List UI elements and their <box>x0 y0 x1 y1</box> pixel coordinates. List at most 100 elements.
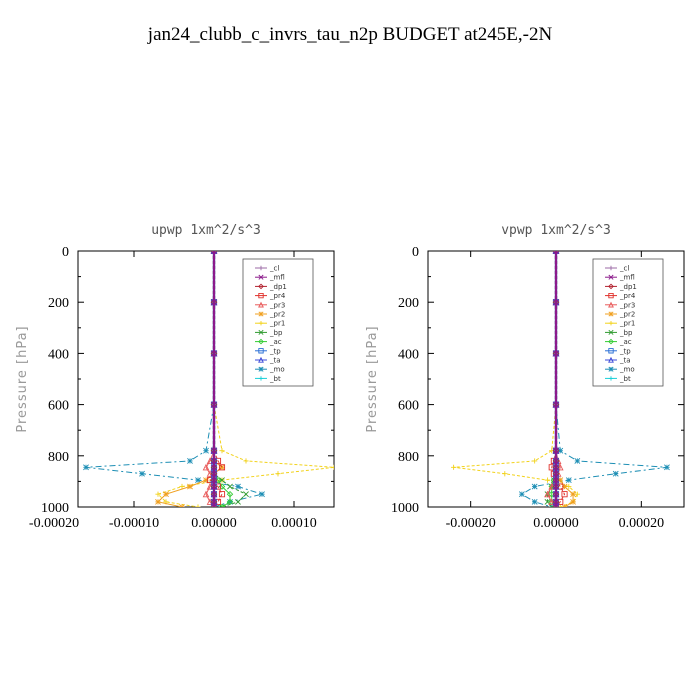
data-point <box>187 483 193 490</box>
data-point <box>211 447 217 454</box>
y-tick-label: 0 <box>412 245 419 260</box>
data-point <box>187 458 193 464</box>
legend-label: _pr4 <box>269 292 286 300</box>
legend-label: _tp <box>619 347 631 355</box>
legend-swatch-marker <box>258 366 264 372</box>
legend-label: _pr2 <box>269 311 285 319</box>
legend-swatch-marker <box>608 283 614 290</box>
data-point <box>518 491 525 498</box>
x-tick-label: 0.00010 <box>271 516 317 531</box>
legend-swatch-marker <box>258 301 264 308</box>
legend-swatch-marker <box>608 329 614 335</box>
data-point <box>83 464 89 471</box>
data-point <box>202 463 210 471</box>
data-point <box>211 401 217 408</box>
y-tick-label: 400 <box>48 347 69 362</box>
data-point <box>211 464 217 471</box>
x-tick-label: -0.00020 <box>446 516 496 531</box>
legend-swatch-marker <box>258 338 264 345</box>
data-point <box>557 504 563 507</box>
data-point <box>574 458 581 464</box>
data-point <box>155 498 161 505</box>
plot-area <box>451 251 670 507</box>
data-point <box>664 464 670 471</box>
data-point <box>553 401 559 408</box>
data-point <box>553 477 559 484</box>
data-point <box>211 350 217 357</box>
data-point <box>553 464 559 471</box>
data-point <box>211 251 217 254</box>
data-point <box>211 504 217 507</box>
data-point <box>203 447 209 454</box>
y-tick-label: 200 <box>398 296 419 311</box>
data-point <box>218 503 226 507</box>
legend-swatch-marker <box>608 338 614 345</box>
legend-label: _bp <box>619 329 633 337</box>
y-tick-label: 400 <box>398 347 419 362</box>
legend-label: _cl <box>619 265 629 273</box>
data-point <box>195 504 201 507</box>
legend-label: _dp1 <box>269 283 287 291</box>
legend-label: _mfl <box>619 274 635 282</box>
data-point <box>211 299 217 306</box>
x-tick-label: 0.00020 <box>619 516 665 531</box>
data-point <box>561 491 568 498</box>
data-point <box>570 498 576 505</box>
data-point <box>226 498 234 506</box>
data-point <box>553 251 559 254</box>
legend-swatch-marker <box>258 292 264 299</box>
legend-label: _bp <box>269 329 283 337</box>
vpwp-panel: vpwp 1xm^2/s^3 Pressure [hPa] 0 200 400 600 80… <box>365 223 685 531</box>
data-point <box>163 491 169 498</box>
data-point <box>219 504 225 507</box>
legend-label: _mfl <box>269 274 285 282</box>
series-line-mo <box>85 251 264 507</box>
data-point <box>219 464 225 471</box>
y-tick-label: 800 <box>48 450 69 465</box>
data-point <box>553 299 559 306</box>
y-tick-label: 1000 <box>391 501 419 516</box>
x-tick-label: 0.00000 <box>533 516 579 531</box>
data-point <box>553 498 559 505</box>
legend-swatch-marker <box>608 348 614 354</box>
legend-box <box>242 258 314 387</box>
data-point <box>179 504 185 507</box>
data-point <box>612 470 619 477</box>
legend-swatch-marker <box>608 321 614 326</box>
legend-swatch-marker <box>608 356 614 363</box>
x-tick-label: 0.00000 <box>191 516 237 531</box>
legend-swatch-marker <box>608 301 614 308</box>
legend-label: _pr4 <box>619 292 636 300</box>
data-point <box>552 503 560 507</box>
legend-label: _pr1 <box>619 320 635 328</box>
data-point <box>218 464 226 471</box>
data-point <box>570 491 576 498</box>
data-point <box>553 470 559 477</box>
legend-label: _bt <box>269 375 281 383</box>
legend-label: _mo <box>619 366 635 374</box>
data-point <box>226 490 234 498</box>
legend-swatch-marker <box>258 329 264 335</box>
data-point <box>211 477 217 484</box>
data-point <box>227 483 233 490</box>
data-point <box>531 498 538 505</box>
y-axis-label: Pressure [hPa] <box>15 325 30 432</box>
data-point <box>202 490 210 498</box>
data-point <box>502 471 508 477</box>
figure-title: jan24_clubb_c_invrs_tau_n2p BUDGET at245… <box>147 24 553 45</box>
legend-label: _ta <box>269 357 281 365</box>
data-point <box>211 483 217 490</box>
legend-label: _ac <box>619 338 632 346</box>
legend-swatch-marker <box>258 348 264 354</box>
legend-swatch-marker <box>608 366 614 372</box>
data-point <box>532 458 538 464</box>
data-point <box>557 477 564 484</box>
data-point <box>553 504 559 507</box>
data-point <box>565 477 572 484</box>
data-point <box>155 491 161 497</box>
data-point <box>553 483 559 490</box>
legend: _cl_mfl_dp1_pr4_pr3_pr2_pr1_bp_ac_tp_ta_… <box>242 258 314 387</box>
data-point <box>243 491 249 498</box>
data-point <box>211 458 217 464</box>
